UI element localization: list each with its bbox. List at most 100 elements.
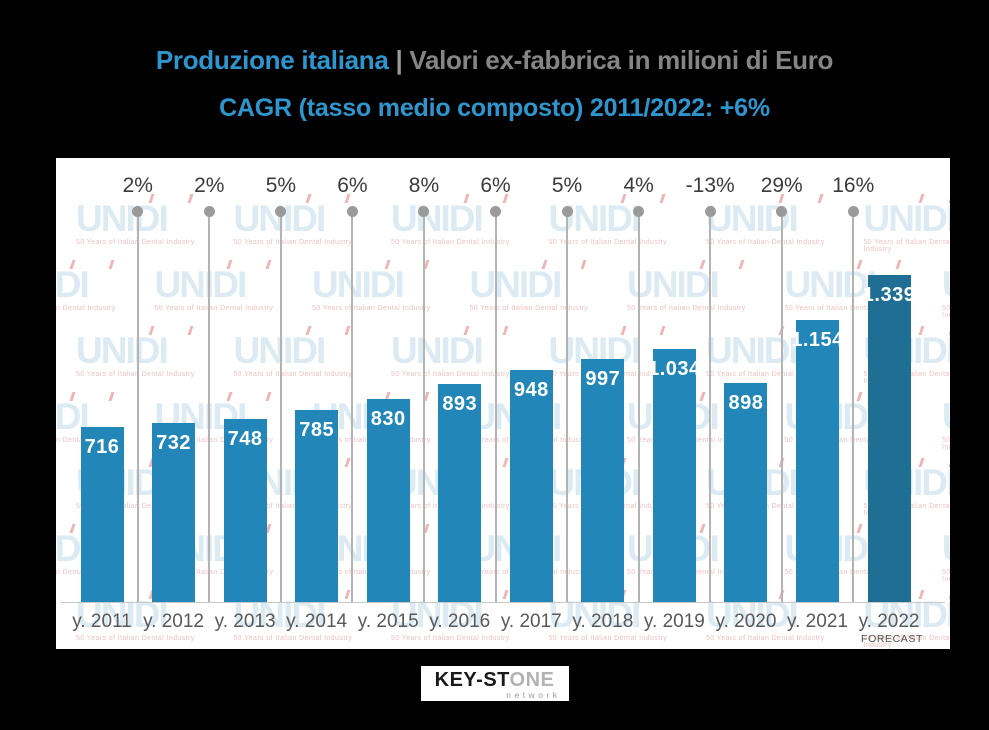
- unidi-watermark-red-accent: [817, 194, 824, 203]
- unidi-watermark-red-accent: [187, 326, 194, 335]
- bar-value-label: 716: [84, 436, 120, 458]
- unidi-watermark-tile: UNIDI 50 Years of Italian Dental Industry: [233, 194, 353, 246]
- bar: [796, 320, 839, 602]
- unidi-watermark-red-accent: [948, 326, 950, 335]
- keystone-logo: KEY-STONE network: [420, 666, 569, 701]
- connector-dot: [704, 205, 716, 217]
- unidi-watermark-tile: UNIDI 50 Years of Italian Dental Industry: [942, 266, 950, 319]
- unidi-watermark-red-accent: [659, 326, 666, 335]
- unidi-watermark-red-accent: [620, 326, 627, 335]
- unidi-watermark-tagline: 50 Years of Italian Dental Industry: [233, 371, 353, 378]
- bar: [581, 359, 625, 602]
- unidi-watermark-tile: UNIDI 50 Years of Italian Dental Industry: [312, 260, 431, 312]
- bar: [152, 423, 196, 602]
- growth-percent-label: 16%: [832, 174, 875, 197]
- unidi-watermark-red-accent: [108, 392, 115, 401]
- connector-line: [422, 211, 425, 602]
- unidi-watermark-wordmark: UNIDI: [391, 194, 510, 237]
- bar: [724, 383, 768, 602]
- unidi-watermark-red-accent: [344, 326, 351, 335]
- unidi-watermark-wordmark: UNIDI: [706, 194, 825, 237]
- year-label: y. 2018: [572, 611, 634, 632]
- connector-dot: [776, 205, 788, 217]
- bar: [438, 384, 482, 602]
- unidi-watermark-tile: UNIDI 50 Years of Italian Dental Industry: [391, 326, 510, 378]
- bar: [509, 370, 553, 602]
- unidi-watermark-red-accent: [948, 458, 950, 467]
- bar: [652, 349, 696, 602]
- unidi-watermark-tile: UNIDI 50 Years of Italian Dental Industry: [627, 260, 746, 312]
- unidi-watermark-tagline: 50 Years of Italian Dental Industry: [76, 635, 195, 642]
- chart-panel: UNIDI 50 Years of Italian Dental Industry…: [56, 158, 950, 649]
- unidi-watermark-red-accent: [265, 524, 272, 533]
- title-line-2-cagr: CAGR (tasso medio composto) 2011/2022: +…: [219, 94, 770, 122]
- unidi-watermark-red-accent: [699, 260, 706, 269]
- unidi-watermark-wordmark: UNIDI: [864, 194, 950, 237]
- growth-percent-label: 8%: [408, 174, 440, 197]
- keystone-network-label: network: [506, 689, 561, 700]
- connector-line: [709, 211, 712, 602]
- unidi-watermark-red-accent: [265, 260, 272, 269]
- year-label: y. 2022: [858, 611, 920, 632]
- bar: [867, 275, 911, 602]
- connector-line: [494, 211, 497, 602]
- unidi-watermark-red-accent: [738, 260, 745, 269]
- unidi-watermark-red-accent: [948, 590, 950, 599]
- unidi-watermark-tile: UNIDI 50 Years of Italian Dental Industry: [706, 194, 825, 246]
- unidi-watermark-tagline: 50 Years of Italian Dental Industry: [863, 239, 951, 253]
- unidi-watermark-tile: UNIDI 50 Years of Italian Dental Industry: [863, 194, 951, 253]
- unidi-watermark-tagline: 50 Years of Italian Dental Industry: [942, 569, 950, 583]
- growth-percent-label: 5%: [551, 174, 583, 197]
- unidi-watermark-red-accent: [856, 392, 863, 401]
- forecast-note: FORECAST: [861, 633, 924, 645]
- bar-value-label: 1.154: [791, 329, 844, 351]
- connector-dot: [490, 205, 502, 217]
- unidi-watermark-red-accent: [344, 458, 351, 467]
- unidi-watermark-tagline: 50 Years of Italian Dental Industry: [233, 239, 353, 246]
- unidi-watermark-tile: UNIDI 50 Years of Italian Dental Industry: [154, 260, 274, 312]
- unidi-watermark-red-accent: [69, 260, 76, 269]
- connector-line: [208, 211, 211, 602]
- connector-line: [637, 211, 640, 602]
- unidi-watermark-red-accent: [918, 458, 925, 467]
- connector-line: [279, 211, 282, 602]
- unidi-watermark-tagline: 50 Years of Italian Dental Industry: [312, 305, 431, 312]
- year-label: y. 2016: [429, 611, 491, 632]
- unidi-watermark-tagline: 50 Years of Italian Dental Industry: [627, 305, 746, 312]
- unidi-watermark-wordmark: UNIDI: [942, 530, 950, 567]
- unidi-watermark-wordmark: UNIDI: [234, 194, 353, 237]
- unidi-watermark-red-accent: [856, 524, 863, 533]
- year-label: y. 2014: [286, 611, 348, 632]
- unidi-watermark-red-accent: [699, 524, 706, 533]
- bar-value-label: 898: [728, 392, 764, 414]
- keystone-wordmark: KEY-STONE: [435, 670, 555, 690]
- bar: [295, 410, 339, 602]
- unidi-watermark-tile: UNIDI 50 Years of Italian Dental Industry: [470, 260, 589, 312]
- bar-value-label: 732: [156, 432, 191, 454]
- unidi-watermark-tagline: 50 Years of Italian Dental Industry: [391, 635, 510, 642]
- year-label: y. 2021: [787, 611, 848, 632]
- unidi-watermark-red-accent: [502, 326, 509, 335]
- unidi-watermark-red-accent: [108, 260, 115, 269]
- growth-percent-label: 5%: [265, 174, 297, 197]
- unidi-watermark-tagline: 50 Years of Italian Dental Industry: [391, 239, 510, 246]
- title-part-secondary: Valori ex-fabbrica in milioni di Euro: [409, 45, 834, 75]
- year-label: y. 2020: [715, 611, 777, 632]
- unidi-watermark-tile: UNIDI 50 Years of Italian Dental Industry: [56, 260, 116, 312]
- unidi-watermark-tile: UNIDI 50 Years of Italian Dental Industry: [942, 530, 950, 583]
- connector-dot: [346, 205, 358, 217]
- unidi-watermark-tagline: 50 Years of Italian Dental Industry: [706, 239, 825, 246]
- unidi-watermark-wordmark: UNIDI: [942, 398, 950, 435]
- growth-percent-label: 29%: [760, 174, 803, 197]
- growth-percent-label: 6%: [337, 174, 368, 197]
- x-axis-line: [61, 602, 945, 603]
- unidi-watermark-wordmark: UNIDI: [155, 260, 274, 303]
- title-line-1: Produzione italiana | Valori ex-fabbrica…: [0, 45, 989, 76]
- unidi-watermark-tagline: 50 Years of Italian Dental Industry: [154, 305, 274, 312]
- unidi-watermark-tagline: 50 Years of Italian Dental Industry: [76, 239, 195, 246]
- bar-value-label: 748: [227, 428, 263, 450]
- unidi-watermark-tagline: 50 Years of Italian Dental Industry: [391, 371, 510, 378]
- unidi-watermark-red-accent: [895, 260, 902, 269]
- unidi-watermark-red-accent: [659, 194, 666, 203]
- connector-dot: [561, 205, 573, 217]
